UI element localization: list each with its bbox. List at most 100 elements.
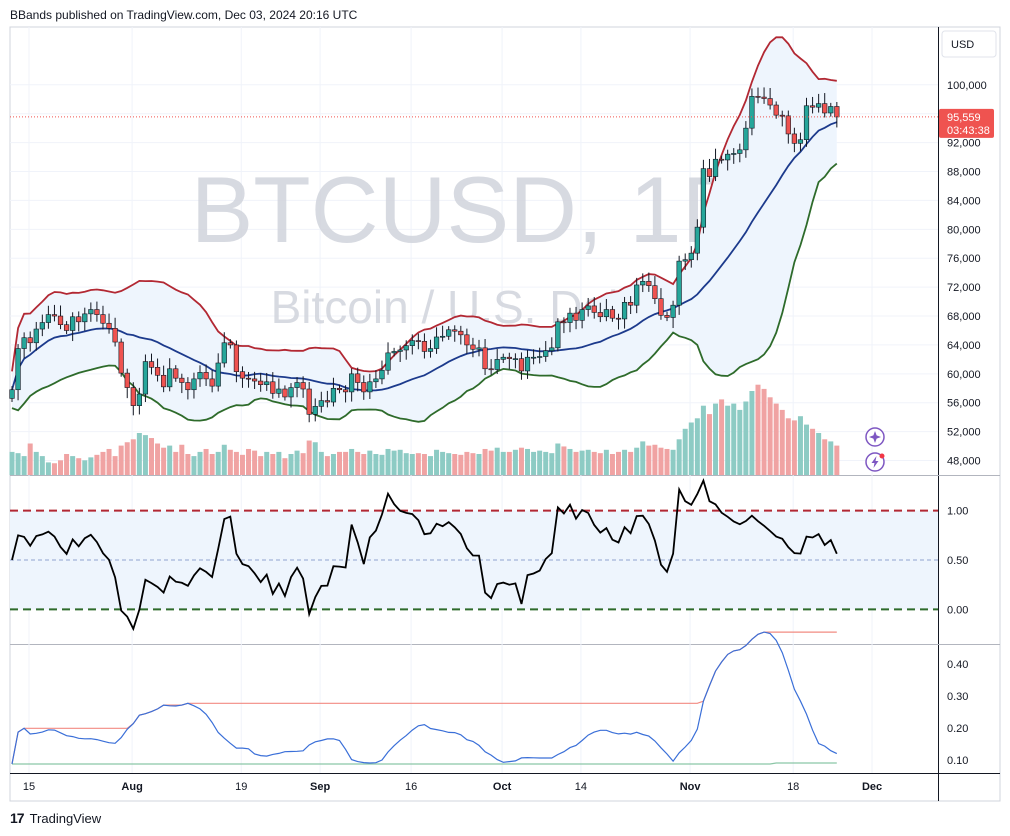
price-tick-label: 76,000 — [947, 253, 981, 265]
candle-body — [761, 96, 767, 99]
price-axis[interactable]: 100,00096,00092,00088,00084,00080,00076,… — [947, 80, 987, 767]
volume-bar — [609, 454, 615, 475]
volume-bar — [725, 405, 731, 475]
volume-bar — [246, 448, 252, 475]
bandwidth-pane[interactable] — [11, 631, 838, 765]
volume-bar — [543, 451, 549, 475]
tradingview-logo-icon: 17 — [10, 810, 25, 826]
candle-body — [500, 356, 506, 360]
candle-body — [809, 105, 816, 108]
candle-body — [530, 356, 537, 359]
candle-body — [476, 347, 482, 350]
volume-bar — [779, 409, 785, 475]
candle-body — [336, 387, 343, 391]
volume-bar — [45, 462, 51, 475]
candle-body — [209, 378, 215, 387]
volume-bar — [367, 450, 373, 475]
volume-bar — [282, 458, 288, 475]
volume-bar — [343, 451, 349, 475]
price-tick-label: 56,000 — [947, 398, 981, 410]
time-tick-label: Aug — [121, 781, 142, 793]
candle-body — [142, 361, 149, 395]
volume-bar — [142, 435, 148, 475]
candle-body — [21, 337, 27, 349]
volume-bar — [288, 454, 294, 475]
candle-body — [737, 149, 743, 154]
candle-body — [512, 358, 518, 360]
candle-body — [361, 382, 367, 393]
percent-b-pane[interactable] — [10, 478, 938, 632]
candle-body — [634, 284, 640, 306]
volume-bar — [452, 454, 458, 475]
volume-bar — [239, 454, 245, 475]
volume-bar — [337, 451, 343, 475]
candle-body — [300, 382, 306, 390]
volume-bar — [9, 451, 15, 475]
candle-body — [318, 400, 324, 407]
candle-body — [725, 153, 731, 161]
candle-body — [15, 348, 21, 391]
candle-body — [719, 158, 725, 161]
candle-body — [270, 381, 276, 394]
sparkle-icon[interactable] — [865, 427, 885, 447]
volume-bar — [203, 448, 209, 475]
volume-bar — [64, 454, 70, 475]
time-axis[interactable]: 15 Aug 19 Sep 16 Oct 14 Nov 18 Dec — [23, 781, 882, 793]
volume-bar — [82, 460, 88, 475]
candle-body — [312, 406, 318, 415]
volume-bar — [21, 456, 27, 475]
candle-body — [822, 103, 828, 114]
candle-body — [767, 98, 773, 106]
volume-bar — [658, 447, 664, 475]
volume-bar — [555, 443, 561, 475]
candle-body — [45, 314, 51, 323]
volume-bar — [15, 453, 21, 475]
volume-bar — [197, 451, 203, 475]
volume-bar — [597, 453, 603, 475]
volume-bar — [464, 451, 470, 475]
candle-body — [258, 380, 264, 385]
volume-bar — [834, 445, 840, 475]
candle-body — [191, 378, 197, 391]
price-tick-label: 0.40 — [947, 659, 968, 671]
candle-body — [791, 133, 797, 144]
price-tick-label: 72,000 — [947, 282, 981, 294]
candle-body — [803, 105, 810, 141]
basis-line — [11, 121, 838, 392]
volume-bar — [173, 451, 179, 475]
candle-body — [585, 305, 591, 310]
candle-body — [440, 335, 446, 338]
candle-body — [688, 252, 694, 260]
candle-body — [27, 337, 33, 344]
lightning-icon[interactable] — [865, 452, 885, 472]
volume-bar — [88, 457, 94, 475]
candle-body — [664, 315, 670, 318]
volume-bar — [94, 454, 100, 475]
candle-body — [227, 342, 233, 346]
volume-bar — [622, 449, 628, 475]
bar-countdown: 03:43:38 — [947, 125, 990, 137]
volume-bar — [191, 456, 197, 475]
candle-body — [167, 368, 173, 388]
candle-body — [682, 259, 688, 262]
candle-body — [828, 106, 834, 114]
candle-body — [112, 328, 118, 343]
volume-bar — [670, 449, 676, 475]
candle-body — [391, 351, 397, 354]
candle-body — [834, 106, 840, 118]
volume-bar — [531, 451, 537, 475]
candle-body — [700, 168, 707, 228]
volume-bar — [258, 456, 264, 475]
volume-bar — [579, 450, 585, 475]
price-pane[interactable] — [9, 36, 939, 475]
candle-body — [330, 387, 337, 403]
candle-body — [264, 381, 270, 385]
price-tick-label: 60,000 — [947, 369, 981, 381]
currency-button[interactable]: USD — [941, 30, 997, 58]
candle-body — [403, 345, 409, 351]
candle-body — [173, 368, 179, 379]
candle-body — [597, 312, 603, 318]
candle-body — [646, 281, 652, 286]
volume-bar — [822, 439, 828, 475]
